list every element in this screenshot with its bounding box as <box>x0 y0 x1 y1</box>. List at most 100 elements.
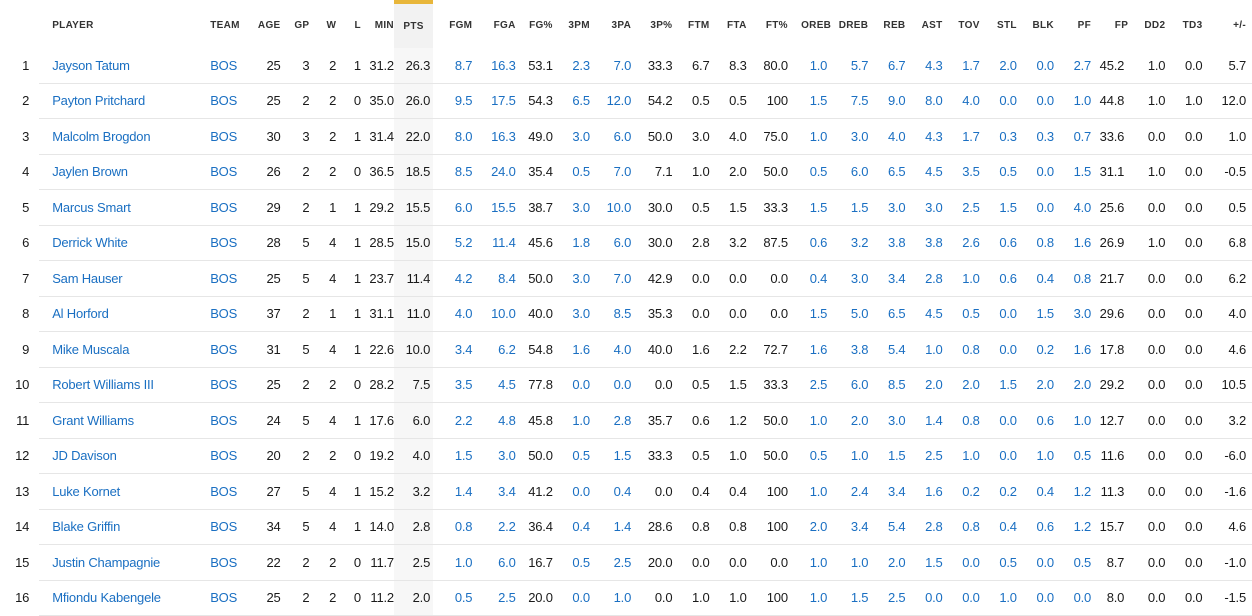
stat-link-reb[interactable]: 9.0 <box>868 83 906 119</box>
stat-link-stl[interactable]: 0.4 <box>979 509 1017 545</box>
stat-link-stl[interactable]: 0.6 <box>979 225 1017 261</box>
stat-link-fgm[interactable]: 8.0 <box>433 118 473 155</box>
stat-link-3pm[interactable]: 1.6 <box>552 331 590 368</box>
column-header-pts[interactable]: PTS <box>393 0 434 48</box>
team-link[interactable]: BOS <box>204 48 246 84</box>
team-link[interactable]: BOS <box>204 473 246 510</box>
stat-link-fgm[interactable]: 4.0 <box>433 296 473 332</box>
stat-link-stl[interactable]: 1.0 <box>979 580 1017 616</box>
stat-link-stl[interactable]: 0.2 <box>979 473 1017 510</box>
player-link[interactable]: Robert Williams III <box>39 367 205 403</box>
stat-link-pf[interactable]: 1.0 <box>1053 402 1091 439</box>
column-header-tov[interactable]: TOV <box>958 19 980 31</box>
stat-link-oreb[interactable]: 1.5 <box>787 189 832 226</box>
stat-link-pf[interactable]: 0.0 <box>1053 580 1091 616</box>
stat-link-tov[interactable]: 0.5 <box>942 296 980 332</box>
stat-link-dreb[interactable]: 1.0 <box>831 544 869 581</box>
team-link[interactable]: BOS <box>204 296 246 332</box>
stat-link-fgm[interactable]: 1.4 <box>433 473 473 510</box>
column-header-3pp[interactable]: 3P% <box>650 19 673 31</box>
column-header-3pa[interactable]: 3PA <box>611 19 632 31</box>
stat-link-blk[interactable]: 0.4 <box>1016 473 1054 510</box>
stat-link-fga[interactable]: 8.4 <box>472 260 516 297</box>
team-link[interactable]: BOS <box>204 438 246 474</box>
stat-link-oreb[interactable]: 1.5 <box>787 83 832 119</box>
stat-link-dreb[interactable]: 6.0 <box>831 367 869 403</box>
stat-link-pf[interactable]: 1.0 <box>1053 83 1091 119</box>
stat-link-fga[interactable]: 10.0 <box>472 296 516 332</box>
stat-link-fga[interactable]: 11.4 <box>472 225 516 261</box>
stat-link-fga[interactable]: 6.2 <box>472 331 516 368</box>
stat-link-fga[interactable]: 3.0 <box>472 438 516 474</box>
player-link[interactable]: Grant Williams <box>39 402 205 439</box>
stat-link-tov[interactable]: 0.0 <box>942 580 980 616</box>
stat-link-blk[interactable]: 0.8 <box>1016 225 1054 261</box>
stat-link-fga[interactable]: 3.4 <box>472 473 516 510</box>
stat-link-3pa[interactable]: 7.0 <box>589 154 631 190</box>
stat-link-ast[interactable]: 4.3 <box>905 48 943 84</box>
stat-link-tov[interactable]: 2.0 <box>942 367 980 403</box>
stat-link-oreb[interactable]: 1.0 <box>787 473 832 510</box>
stat-link-ast[interactable]: 1.6 <box>905 473 943 510</box>
stat-link-3pm[interactable]: 3.0 <box>552 296 590 332</box>
stat-link-pf[interactable]: 0.8 <box>1053 260 1091 297</box>
player-link[interactable]: Mfiondu Kabengele <box>39 580 205 616</box>
stat-link-fga[interactable]: 4.5 <box>472 367 516 403</box>
stat-link-stl[interactable]: 0.0 <box>979 438 1017 474</box>
player-link[interactable]: Justin Champagnie <box>39 544 205 581</box>
stat-link-3pm[interactable]: 0.5 <box>552 438 590 474</box>
column-header-pm[interactable]: +/- <box>1233 19 1246 31</box>
stat-link-fgm[interactable]: 8.5 <box>433 154 473 190</box>
stat-link-3pa[interactable]: 7.0 <box>589 48 631 84</box>
stat-link-3pm[interactable]: 2.3 <box>552 48 590 84</box>
column-header-dd2[interactable]: DD2 <box>1144 19 1166 31</box>
stat-link-fgm[interactable]: 0.5 <box>433 580 473 616</box>
column-header-min[interactable]: MIN <box>374 19 394 31</box>
stat-link-fgm[interactable]: 6.0 <box>433 189 473 226</box>
stat-link-fgm[interactable]: 5.2 <box>433 225 473 261</box>
player-link[interactable]: Mike Muscala <box>39 331 205 368</box>
stat-link-reb[interactable]: 3.0 <box>868 189 906 226</box>
team-link[interactable]: BOS <box>204 509 246 545</box>
stat-link-fgm[interactable]: 3.5 <box>433 367 473 403</box>
stat-link-3pa[interactable]: 8.5 <box>589 296 631 332</box>
stat-link-fgm[interactable]: 3.4 <box>433 331 473 368</box>
stat-link-tov[interactable]: 3.5 <box>942 154 980 190</box>
team-link[interactable]: BOS <box>204 83 246 119</box>
stat-link-fga[interactable]: 17.5 <box>472 83 516 119</box>
stat-link-ast[interactable]: 3.8 <box>905 225 943 261</box>
stat-link-fga[interactable]: 2.5 <box>472 580 516 616</box>
stat-link-tov[interactable]: 0.0 <box>942 544 980 581</box>
stat-link-tov[interactable]: 0.8 <box>942 509 980 545</box>
stat-link-stl[interactable]: 0.0 <box>979 83 1017 119</box>
stat-link-fgm[interactable]: 0.8 <box>433 509 473 545</box>
stat-link-blk[interactable]: 0.0 <box>1016 154 1054 190</box>
player-link[interactable]: Marcus Smart <box>39 189 205 226</box>
stat-link-ast[interactable]: 1.0 <box>905 331 943 368</box>
stat-link-3pm[interactable]: 0.5 <box>552 154 590 190</box>
stat-link-fgm[interactable]: 8.7 <box>433 48 473 84</box>
stat-link-blk[interactable]: 0.6 <box>1016 509 1054 545</box>
stat-link-stl[interactable]: 0.0 <box>979 331 1017 368</box>
stat-link-oreb[interactable]: 0.5 <box>787 438 832 474</box>
column-header-player[interactable]: PLAYER <box>52 19 94 31</box>
team-link[interactable]: BOS <box>204 189 246 226</box>
stat-link-fga[interactable]: 4.8 <box>472 402 516 439</box>
stat-link-ast[interactable]: 2.8 <box>905 509 943 545</box>
stat-link-3pa[interactable]: 2.5 <box>589 544 631 581</box>
stat-link-reb[interactable]: 2.0 <box>868 544 906 581</box>
stat-link-tov[interactable]: 1.0 <box>942 438 980 474</box>
stat-link-fgm[interactable]: 9.5 <box>433 83 473 119</box>
stat-link-3pa[interactable]: 1.0 <box>589 580 631 616</box>
stat-link-oreb[interactable]: 2.5 <box>787 367 832 403</box>
stat-link-reb[interactable]: 6.7 <box>868 48 906 84</box>
stat-link-dreb[interactable]: 5.7 <box>831 48 869 84</box>
stat-link-3pa[interactable]: 12.0 <box>589 83 631 119</box>
team-link[interactable]: BOS <box>204 367 246 403</box>
column-header-fta[interactable]: FTA <box>727 19 747 31</box>
stat-link-reb[interactable]: 3.8 <box>868 225 906 261</box>
stat-link-ast[interactable]: 4.5 <box>905 296 943 332</box>
stat-link-tov[interactable]: 1.7 <box>942 48 980 84</box>
stat-link-3pm[interactable]: 0.5 <box>552 544 590 581</box>
player-link[interactable]: Jayson Tatum <box>39 48 205 84</box>
